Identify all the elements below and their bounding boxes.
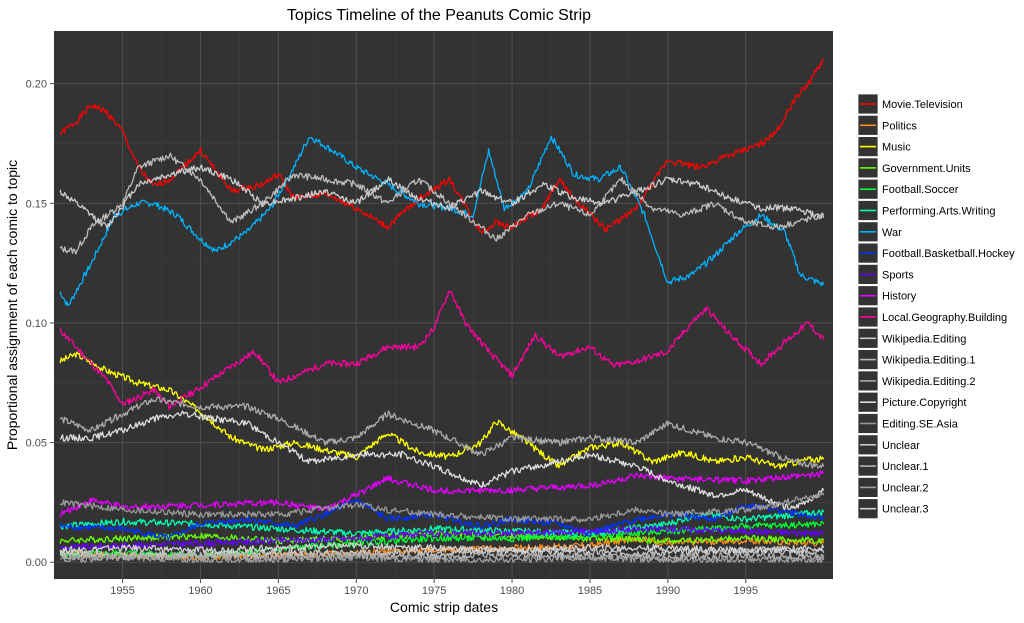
series-line-sports xyxy=(59,525,825,551)
legend-label: Local.Geography.Building xyxy=(882,312,1007,324)
legend-label: Unclear.2 xyxy=(882,482,928,494)
legend-label: Unclear xyxy=(882,440,920,452)
y-axis-title: Proportional assignment of each comic to… xyxy=(4,160,20,450)
x-tick-label: 1985 xyxy=(578,585,602,597)
series-line-editing-se-asia xyxy=(59,492,825,524)
series-line-unclear-2 xyxy=(59,553,825,563)
series-line-local-geography-building xyxy=(59,290,825,411)
legend-label: Editing.SE.Asia xyxy=(882,419,959,431)
legend-label: War xyxy=(882,227,902,239)
legend-label: Performing.Arts.Writing xyxy=(882,206,996,218)
legend-label: Unclear.1 xyxy=(882,461,928,473)
x-tick-label: 1955 xyxy=(110,585,134,597)
y-tick-label: 0.15 xyxy=(26,198,47,210)
legend-label: Sports xyxy=(882,269,914,281)
series-line-history xyxy=(59,470,825,518)
series-line-wikipedia-editing xyxy=(59,164,825,229)
legend-label: History xyxy=(882,291,917,303)
x-tick-label: 1960 xyxy=(188,585,212,597)
x-tick-label: 1975 xyxy=(422,585,446,597)
series-line-wikipedia-editing-2 xyxy=(59,396,825,469)
y-tick-label: 0.05 xyxy=(26,438,47,450)
series-line-war xyxy=(59,135,825,307)
legend-label: Music xyxy=(882,142,911,154)
y-tick-label: 0.20 xyxy=(26,79,47,91)
legend-label: Wikipedia.Editing.1 xyxy=(882,355,976,367)
legend-label: Wikipedia.Editing xyxy=(882,333,966,345)
legend: Movie.Television Politics Music Government.… xyxy=(857,93,1015,520)
legend-label: Picture.Copyright xyxy=(882,397,966,409)
x-tick-label: 1990 xyxy=(656,585,680,597)
y-tick-label: 0.00 xyxy=(26,557,47,569)
series-lines xyxy=(59,58,825,563)
legend-label: Football.Basketball.Hockey xyxy=(882,248,1015,260)
chart-title: Topics Timeline of the Peanuts Comic Str… xyxy=(287,7,591,24)
x-tick-label: 1965 xyxy=(266,585,290,597)
x-tick-label: 1970 xyxy=(344,585,368,597)
legend-label: Politics xyxy=(882,120,917,132)
legend-label: Football.Soccer xyxy=(882,184,959,196)
x-tick-label: 1980 xyxy=(500,585,524,597)
series-line-government-units xyxy=(59,530,825,545)
series-line-unclear-1 xyxy=(59,551,825,562)
x-tick-label: 1995 xyxy=(734,585,758,597)
series-line-football-basketball-hockey xyxy=(59,498,825,541)
series-line-music xyxy=(59,351,825,470)
legend-label: Government.Units xyxy=(882,163,971,175)
x-axis-title: Comic strip dates xyxy=(390,599,498,615)
series-line-movie-television xyxy=(59,58,824,234)
series-line-unclear-3 xyxy=(60,542,825,554)
legend-label: Wikipedia.Editing.2 xyxy=(882,376,976,388)
axis-ticks: 1955 1960 1965 1970 1975 1980 1985 1990 1995 0.00… xyxy=(26,79,758,597)
series-line-politics xyxy=(59,534,825,562)
legend-label: Movie.Television xyxy=(882,99,963,111)
legend-label: Unclear.3 xyxy=(882,504,928,516)
series-line-picture-copyright xyxy=(59,410,825,511)
series-line-wikipedia-editing-1 xyxy=(59,152,825,255)
y-tick-label: 0.10 xyxy=(26,318,47,330)
